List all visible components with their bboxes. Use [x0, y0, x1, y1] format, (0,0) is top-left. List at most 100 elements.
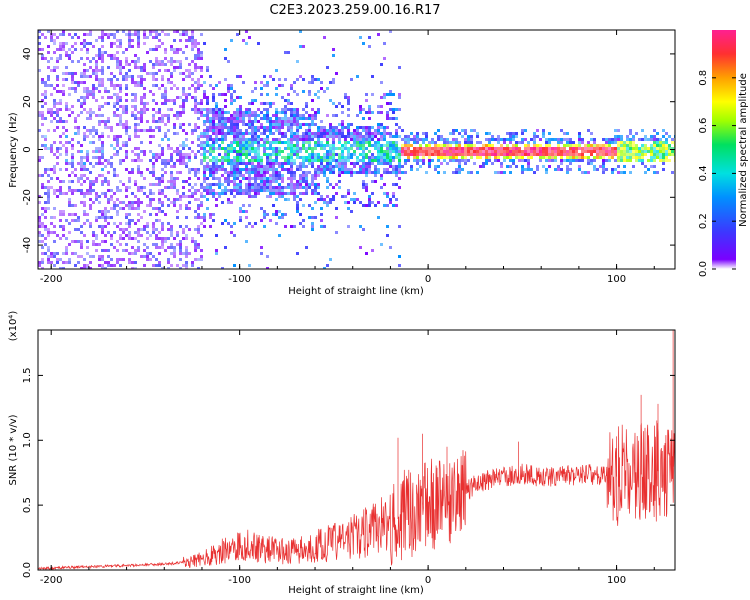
heatmap-cell — [80, 201, 83, 204]
heatmap-cell — [104, 120, 107, 123]
heatmap-cell — [176, 264, 179, 267]
heatmap-cell — [569, 168, 572, 171]
heatmap-cell — [95, 234, 98, 237]
heatmap-cell — [209, 129, 212, 132]
heatmap-cell — [194, 174, 197, 177]
heatmap-cell — [269, 174, 272, 177]
heatmap-cell — [245, 144, 248, 147]
heatmap-cell — [68, 189, 71, 192]
heatmap-cell — [404, 162, 407, 165]
heatmap-cell — [320, 144, 323, 147]
heatmap-cell — [542, 153, 545, 156]
heatmap-cell — [260, 168, 263, 171]
heatmap-cell — [587, 171, 590, 174]
heatmap-cell — [377, 171, 380, 174]
heatmap-cell — [290, 162, 293, 165]
heatmap-cell — [629, 138, 632, 141]
snr-y-axis-label: SNR (10 * v/v) — [8, 414, 19, 485]
heatmap-cell — [233, 150, 236, 153]
heatmap-cell — [338, 141, 341, 144]
heatmap-cell — [530, 153, 533, 156]
heatmap-cell — [38, 234, 41, 237]
heatmap-cell — [371, 132, 374, 135]
heatmap-cell — [650, 138, 653, 141]
heatmap-cell — [476, 147, 479, 150]
heatmap-cell — [227, 153, 230, 156]
heatmap-cell — [296, 195, 299, 198]
heatmap-cell — [41, 57, 44, 60]
heatmap-cell — [305, 117, 308, 120]
heatmap-cell — [44, 144, 47, 147]
heatmap-cell — [263, 141, 266, 144]
heatmap-cell — [113, 201, 116, 204]
heatmap-cell — [146, 225, 149, 228]
heatmap-cell — [389, 156, 392, 159]
heatmap-cell — [392, 204, 395, 207]
heatmap-cell — [269, 195, 272, 198]
spectrogram-y-tick-label: 0 — [22, 146, 33, 152]
heatmap-cell — [116, 114, 119, 117]
heatmap-cell — [617, 144, 620, 147]
heatmap-cell — [221, 162, 224, 165]
heatmap-cell — [116, 153, 119, 156]
heatmap-cell — [185, 216, 188, 219]
heatmap-cell — [116, 258, 119, 261]
heatmap-cell — [122, 237, 125, 240]
heatmap-cell — [89, 60, 92, 63]
heatmap-cell — [521, 165, 524, 168]
heatmap-cell — [233, 234, 236, 237]
heatmap-cell — [263, 114, 266, 117]
heatmap-cell — [275, 150, 278, 153]
heatmap-cell — [212, 87, 215, 90]
heatmap-cell — [263, 213, 266, 216]
heatmap-cell — [140, 69, 143, 72]
heatmap-cell — [92, 150, 95, 153]
heatmap-cell — [203, 132, 206, 135]
heatmap-cell — [326, 165, 329, 168]
heatmap-cell — [152, 228, 155, 231]
heatmap-cell — [206, 135, 209, 138]
heatmap-cell — [290, 177, 293, 180]
heatmap-cell — [314, 144, 317, 147]
heatmap-cell — [602, 171, 605, 174]
heatmap-cell — [152, 183, 155, 186]
heatmap-cell — [395, 141, 398, 144]
heatmap-cell — [101, 54, 104, 57]
heatmap-cell — [638, 153, 641, 156]
heatmap-cell — [230, 180, 233, 183]
heatmap-cell — [95, 237, 98, 240]
heatmap-cell — [593, 150, 596, 153]
heatmap-cell — [632, 153, 635, 156]
heatmap-cell — [242, 162, 245, 165]
heatmap-cell — [128, 204, 131, 207]
heatmap-cell — [428, 141, 431, 144]
heatmap-cell — [182, 30, 185, 33]
heatmap-cell — [395, 108, 398, 111]
heatmap-cell — [194, 129, 197, 132]
heatmap-cell — [107, 135, 110, 138]
heatmap-cell — [350, 156, 353, 159]
heatmap-cell — [203, 195, 206, 198]
heatmap-cell — [377, 162, 380, 165]
heatmap-cell — [338, 147, 341, 150]
heatmap-cell — [230, 114, 233, 117]
heatmap-cell — [386, 114, 389, 117]
heatmap-cell — [185, 39, 188, 42]
heatmap-cell — [245, 183, 248, 186]
heatmap-cell — [236, 114, 239, 117]
heatmap-cell — [311, 177, 314, 180]
heatmap-cell — [590, 138, 593, 141]
heatmap-cell — [41, 78, 44, 81]
heatmap-cell — [197, 117, 200, 120]
heatmap-cell — [101, 135, 104, 138]
heatmap-cell — [68, 204, 71, 207]
heatmap-cell — [587, 144, 590, 147]
heatmap-cell — [293, 174, 296, 177]
heatmap-cell — [212, 108, 215, 111]
heatmap-cell — [101, 60, 104, 63]
heatmap-cell — [176, 150, 179, 153]
heatmap-cell — [356, 171, 359, 174]
heatmap-cell — [587, 129, 590, 132]
heatmap-cell — [227, 60, 230, 63]
heatmap-cell — [653, 147, 656, 150]
